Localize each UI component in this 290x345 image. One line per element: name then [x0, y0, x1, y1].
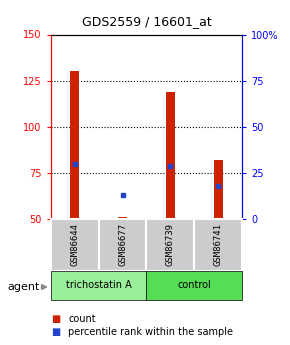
Text: GSM86677: GSM86677 — [118, 224, 127, 266]
Bar — [70, 71, 79, 219]
Text: ■: ■ — [51, 327, 60, 337]
Bar — [166, 92, 175, 219]
Bar — [99, 219, 146, 271]
Text: GSM86644: GSM86644 — [70, 224, 79, 266]
Bar — [146, 271, 242, 300]
Bar — [51, 271, 146, 300]
Bar — [51, 219, 99, 271]
Text: agent: agent — [7, 282, 40, 292]
Text: GSM86741: GSM86741 — [214, 224, 223, 266]
Bar — [194, 219, 242, 271]
Text: count: count — [68, 314, 96, 324]
Text: GDS2559 / 16601_at: GDS2559 / 16601_at — [81, 16, 211, 29]
Bar — [118, 217, 127, 219]
Bar — [214, 160, 222, 219]
Text: control: control — [177, 280, 211, 290]
Text: percentile rank within the sample: percentile rank within the sample — [68, 327, 233, 337]
Bar — [146, 219, 194, 271]
Text: trichostatin A: trichostatin A — [66, 280, 131, 290]
Text: GSM86739: GSM86739 — [166, 224, 175, 266]
Text: ■: ■ — [51, 314, 60, 324]
